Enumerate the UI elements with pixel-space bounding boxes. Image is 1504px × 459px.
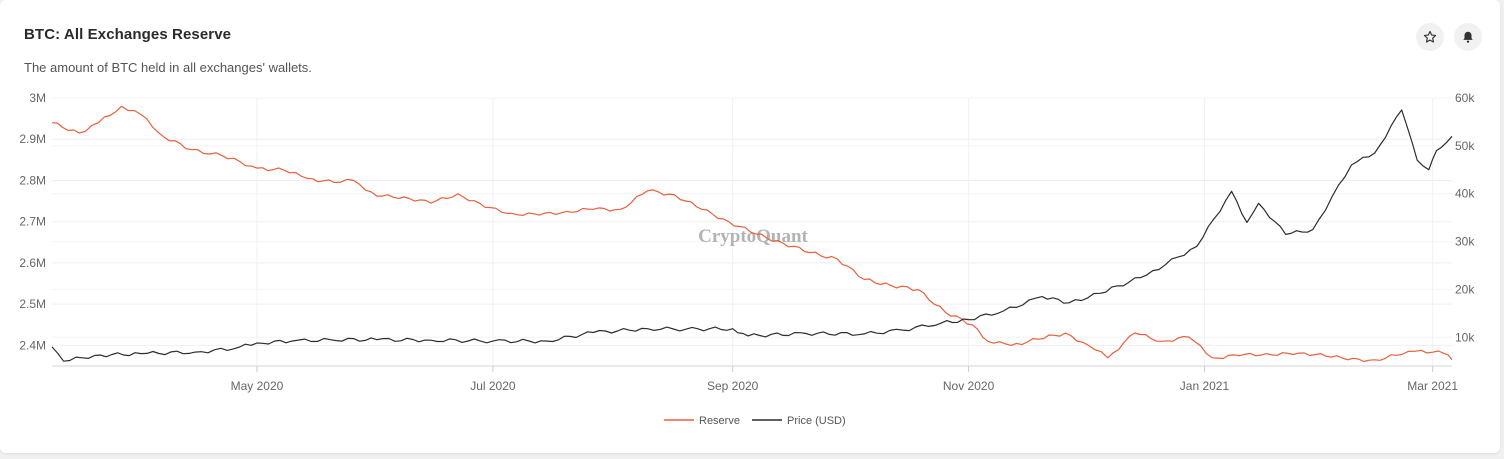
right-tick-label: 50k [1455, 139, 1475, 153]
star-button[interactable] [1416, 23, 1444, 51]
left-tick-label: 2.8M [19, 173, 46, 187]
legend[interactable]: Reserve Price (USD) [664, 415, 846, 427]
grid [52, 97, 1452, 366]
left-axis: 2.4M 2.5M 2.6M 2.7M 2.8M 2.9M 3M [19, 91, 46, 352]
legend-item-price[interactable]: Price (USD) [752, 415, 846, 427]
x-axis: May 2020 Jul 2020 Sep 2020 Nov 2020 Jan 2021… [52, 365, 1458, 393]
star-icon [1423, 30, 1437, 43]
notification-button[interactable] [1454, 23, 1482, 51]
left-tick-label: 2.5M [19, 297, 46, 311]
right-tick-label: 30k [1455, 235, 1475, 249]
x-tick-label: Sep 2020 [707, 379, 759, 393]
left-tick-label: 2.9M [19, 132, 46, 146]
right-tick-label: 10k [1455, 330, 1475, 344]
x-tick-label: Mar 2021 [1407, 379, 1458, 393]
legend-label: Price (USD) [787, 415, 846, 427]
left-tick-label: 2.7M [19, 215, 46, 229]
left-tick-label: 3M [29, 91, 46, 105]
x-tick-label: Jul 2020 [470, 379, 516, 393]
left-tick-label: 2.4M [19, 338, 46, 352]
legend-item-reserve[interactable]: Reserve [664, 415, 740, 427]
chart-subtitle: The amount of BTC held in all exchanges'… [24, 60, 312, 75]
bell-icon [1463, 31, 1473, 43]
watermark: CryptoQuant [698, 226, 808, 247]
right-tick-label: 20k [1455, 282, 1475, 296]
chart-title: BTC: All Exchanges Reserve [24, 26, 232, 43]
left-tick-label: 2.6M [19, 256, 46, 270]
right-tick-label: 60k [1455, 91, 1475, 105]
series-line-price [51, 109, 1453, 362]
x-tick-label: Jan 2021 [1180, 379, 1230, 393]
x-tick-label: May 2020 [231, 379, 284, 393]
legend-label: Reserve [699, 415, 740, 427]
series-layer [51, 105, 1453, 363]
watermark-layer: CryptoQuant [698, 226, 808, 247]
series-line-reserve [51, 105, 1453, 363]
x-tick-label: Nov 2020 [943, 379, 995, 393]
right-tick-label: 40k [1455, 187, 1475, 201]
right-axis: 10k 20k 30k 40k 50k 60k [1455, 91, 1475, 344]
